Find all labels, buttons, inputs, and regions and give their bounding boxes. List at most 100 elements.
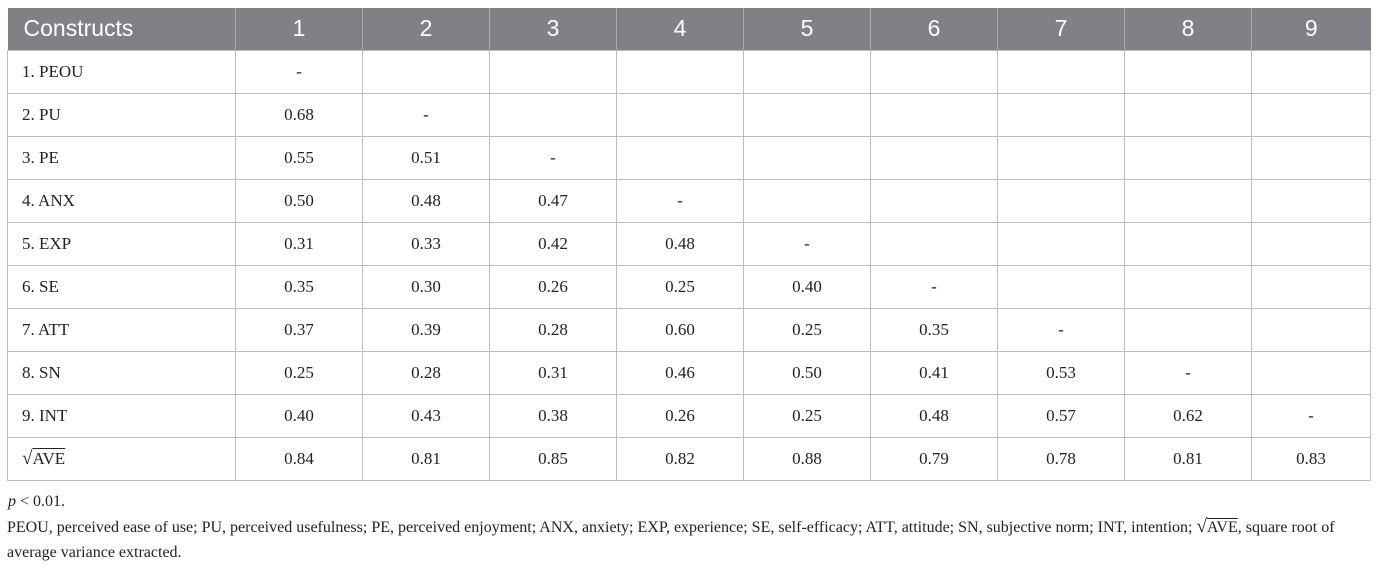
- table-cell: 0.60: [616, 307, 744, 352]
- table-cell: [1124, 221, 1252, 266]
- table-row: 3. PE 0.55 0.51-: [7, 135, 1371, 180]
- ave-row-label: √AVE: [7, 436, 236, 481]
- table-cell: 0.25: [616, 264, 744, 309]
- table-cell: 0.50: [743, 350, 871, 395]
- ave-label-text: AVE: [32, 448, 66, 468]
- significance-threshold: < 0.01.: [16, 492, 66, 510]
- table-cell: 0.48: [870, 393, 998, 438]
- ave-value-cell: 0.88: [743, 436, 871, 481]
- table-cell: [616, 135, 744, 180]
- ave-value-cell: 0.85: [489, 436, 617, 481]
- table-cell: [743, 49, 871, 94]
- table-cell: 0.43: [362, 393, 490, 438]
- table-cell: -: [616, 178, 744, 223]
- ave-value-cell: 0.79: [870, 436, 998, 481]
- table-cell: [1251, 178, 1371, 223]
- table-cell: 0.41: [870, 350, 998, 395]
- table-cell: 0.25: [743, 393, 871, 438]
- table-cell: [1251, 135, 1371, 180]
- table-cell: 0.68: [235, 92, 363, 137]
- header-col-1: 1: [235, 8, 363, 50]
- table-cell: 0.39: [362, 307, 490, 352]
- table-cell: [1251, 264, 1371, 309]
- table-body: 1. PEOU -2. PU 0.68-3. PE 0.55 0.51-4. ANX 0.…: [7, 49, 1371, 481]
- table-cell: -: [743, 221, 871, 266]
- row-label: 6. SE: [7, 264, 236, 309]
- table-cell: 0.48: [362, 178, 490, 223]
- row-label: 8. SN: [7, 350, 236, 395]
- table-cell: 0.55: [235, 135, 363, 180]
- header-constructs: Constructs: [7, 8, 236, 50]
- table-header-row: Constructs 1 2 3 4 5 6 7 8 9: [7, 8, 1371, 50]
- p-variable: p: [8, 492, 16, 510]
- table-cell: [997, 135, 1125, 180]
- table-row: 2. PU 0.68-: [7, 92, 1371, 137]
- abbreviation-note: PEOU, perceived ease of use; PU, perceiv…: [7, 514, 1370, 565]
- row-label: 9. INT: [7, 393, 236, 438]
- ave-value-cell: 0.81: [362, 436, 490, 481]
- header-col-4: 4: [616, 8, 744, 50]
- table-cell: 0.42: [489, 221, 617, 266]
- table-cell: [1124, 135, 1252, 180]
- row-label: 2. PU: [7, 92, 236, 137]
- table-cell: [362, 49, 490, 94]
- header-col-5: 5: [743, 8, 871, 50]
- row-label: 3. PE: [7, 135, 236, 180]
- header-col-7: 7: [997, 8, 1125, 50]
- table-cell: [489, 92, 617, 137]
- table-cell: 0.37: [235, 307, 363, 352]
- header-col-6: 6: [870, 8, 998, 50]
- table-cell: [1251, 307, 1371, 352]
- abbreviation-list: PEOU, perceived ease of use; PU, perceiv…: [7, 518, 1197, 536]
- table-cell: -: [1124, 350, 1252, 395]
- table-cell: 0.57: [997, 393, 1125, 438]
- table-row: 4. ANX 0.50 0.48 0.47-: [7, 178, 1371, 223]
- ave-value-cell: 0.84: [235, 436, 363, 481]
- table-row: 6. SE 0.35 0.30 0.26 0.25 0.40-: [7, 264, 1371, 309]
- significance-note: p < 0.01.: [7, 489, 1370, 514]
- table-cell: -: [489, 135, 617, 180]
- table-footnotes: p < 0.01. PEOU, perceived ease of use; P…: [7, 489, 1370, 565]
- table-cell: [1124, 92, 1252, 137]
- row-label: 5. EXP: [7, 221, 236, 266]
- row-label: 4. ANX: [7, 178, 236, 223]
- table-cell: [743, 178, 871, 223]
- table-cell: 0.38: [489, 393, 617, 438]
- table-cell: [743, 135, 871, 180]
- sqrt-symbol: √: [1196, 515, 1207, 537]
- table-cell: [1251, 221, 1371, 266]
- table-cell: -: [362, 92, 490, 137]
- table-cell: 0.50: [235, 178, 363, 223]
- table-cell: [997, 264, 1125, 309]
- table-cell: 0.28: [362, 350, 490, 395]
- table-cell: 0.25: [743, 307, 871, 352]
- table-cell: [870, 178, 998, 223]
- header-col-3: 3: [489, 8, 617, 50]
- table-row: 7. ATT 0.37 0.39 0.28 0.60 0.25 0.35-: [7, 307, 1371, 352]
- table-cell: [1251, 92, 1371, 137]
- table-cell: -: [235, 49, 363, 94]
- header-col-9: 9: [1251, 8, 1371, 50]
- table-cell: 0.26: [616, 393, 744, 438]
- table-cell: 0.46: [616, 350, 744, 395]
- table-cell: -: [997, 307, 1125, 352]
- ave-value-cell: 0.78: [997, 436, 1125, 481]
- table-cell: [1124, 307, 1252, 352]
- table-cell: [616, 92, 744, 137]
- table-cell: 0.48: [616, 221, 744, 266]
- ave-value-cell: 0.81: [1124, 436, 1252, 481]
- table-cell: [743, 92, 871, 137]
- ave-value-cell: 0.82: [616, 436, 744, 481]
- table-cell: 0.53: [997, 350, 1125, 395]
- table-cell: 0.35: [870, 307, 998, 352]
- table-cell: 0.47: [489, 178, 617, 223]
- table-cell: 0.35: [235, 264, 363, 309]
- table-row: 5. EXP 0.31 0.33 0.42 0.48-: [7, 221, 1371, 266]
- table-cell: 0.62: [1124, 393, 1252, 438]
- row-label: 7. ATT: [7, 307, 236, 352]
- table-cell: [997, 221, 1125, 266]
- table-cell: [1124, 178, 1252, 223]
- table-cell: [489, 49, 617, 94]
- table-cell: 0.40: [235, 393, 363, 438]
- row-label: 1. PEOU: [7, 49, 236, 94]
